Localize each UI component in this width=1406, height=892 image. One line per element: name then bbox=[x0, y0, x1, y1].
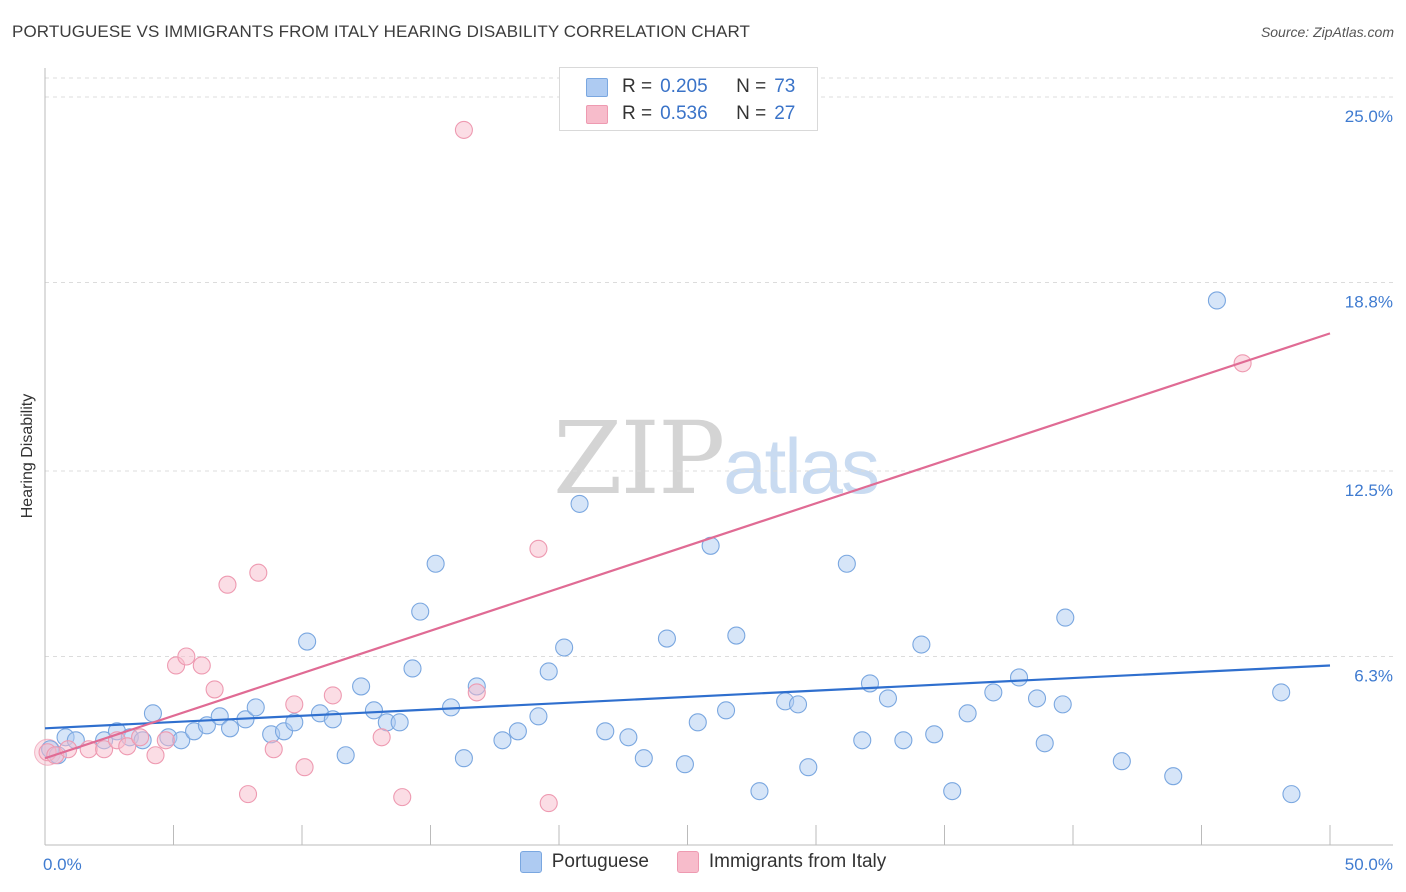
portuguese-point bbox=[799, 758, 818, 777]
portuguese-point bbox=[675, 755, 694, 774]
portuguese-point bbox=[411, 602, 430, 621]
italy-point bbox=[156, 731, 175, 750]
portuguese-point bbox=[657, 629, 676, 648]
portuguese-point bbox=[1112, 752, 1131, 771]
x-tick-label: 0.0% bbox=[43, 855, 82, 874]
portuguese-point bbox=[246, 698, 265, 717]
legend: R = 0.205 N = 73 R = 0.536 N = 27 bbox=[559, 67, 818, 131]
portuguese-point bbox=[539, 662, 558, 681]
portuguese-point bbox=[925, 725, 944, 744]
portuguese-point bbox=[860, 674, 880, 693]
portuguese-point bbox=[958, 704, 977, 723]
portuguese-point bbox=[912, 635, 931, 654]
portuguese-point bbox=[508, 722, 527, 741]
portuguese-point bbox=[143, 704, 162, 723]
portuguese-point bbox=[1053, 695, 1072, 714]
portuguese-point bbox=[390, 713, 409, 732]
portuguese-trendline bbox=[44, 664, 1331, 730]
italy-trendline bbox=[44, 332, 1331, 760]
legend-swatch-portuguese bbox=[519, 851, 542, 873]
italy-point bbox=[95, 740, 114, 759]
y-tick-label: 6.3% bbox=[1354, 667, 1393, 686]
portuguese-point bbox=[1035, 734, 1054, 753]
portuguese-point bbox=[298, 632, 317, 651]
portuguese-point bbox=[984, 683, 1003, 702]
legend-item-portuguese[interactable]: Portuguese bbox=[519, 851, 649, 873]
y-tick-label: 25.0% bbox=[1345, 107, 1393, 126]
italy-point bbox=[264, 740, 283, 759]
italy-point bbox=[295, 758, 314, 777]
italy-point bbox=[218, 575, 237, 594]
italy-point bbox=[146, 746, 165, 765]
italy-point bbox=[118, 737, 137, 756]
legend-item-italy[interactable]: Immigrants from Italy bbox=[676, 851, 886, 873]
portuguese-point bbox=[364, 701, 384, 720]
portuguese-point bbox=[1027, 689, 1047, 708]
legend-swatch-portuguese bbox=[586, 77, 608, 97]
portuguese-point bbox=[853, 731, 872, 750]
italy-point bbox=[59, 740, 78, 759]
italy-point bbox=[238, 785, 258, 804]
portuguese-point bbox=[454, 749, 473, 768]
portuguese-point bbox=[894, 731, 913, 750]
legend-r-value: 0.536 bbox=[660, 103, 708, 124]
portuguese-point bbox=[1056, 608, 1075, 627]
portuguese-point bbox=[1164, 767, 1183, 786]
italy-point bbox=[131, 728, 150, 747]
legend-r-value: 0.205 bbox=[660, 76, 708, 97]
portuguese-point bbox=[493, 731, 512, 750]
portuguese-point bbox=[1207, 291, 1226, 310]
portuguese-point bbox=[596, 722, 615, 741]
portuguese-point bbox=[688, 713, 707, 732]
legend-swatch-italy bbox=[586, 104, 608, 124]
portuguese-point bbox=[285, 713, 304, 732]
x-tick-label: 50.0% bbox=[1345, 855, 1393, 874]
portuguese-point bbox=[570, 494, 589, 513]
source-label: Source: ZipAtlas.com bbox=[1260, 24, 1394, 40]
portuguese-point bbox=[336, 746, 355, 765]
portuguese-point bbox=[619, 728, 638, 747]
legend-swatch-italy bbox=[676, 851, 699, 873]
italy-point bbox=[285, 695, 304, 714]
chart-title: PORTUGUESE VS IMMIGRANTS FROM ITALY HEAR… bbox=[12, 22, 751, 41]
portuguese-point bbox=[1282, 785, 1301, 804]
italy-point bbox=[192, 656, 211, 675]
portuguese-point bbox=[727, 626, 746, 645]
y-axis-label: Hearing Disability bbox=[19, 393, 36, 519]
italy-point bbox=[539, 794, 558, 813]
portuguese-point bbox=[220, 719, 240, 738]
portuguese-point bbox=[529, 707, 548, 726]
italy-point bbox=[467, 683, 486, 702]
italy-point bbox=[323, 686, 342, 705]
portuguese-point bbox=[403, 659, 422, 678]
portuguese-point bbox=[1272, 683, 1291, 702]
portuguese-point bbox=[837, 554, 856, 573]
portuguese-point bbox=[634, 749, 653, 768]
portuguese-point bbox=[878, 689, 898, 708]
legend-row-italy: R = 0.536 N = 27 bbox=[586, 102, 795, 126]
y-tick-label: 12.5% bbox=[1345, 481, 1393, 500]
italy-point bbox=[529, 539, 548, 558]
y-tick-label: 18.8% bbox=[1345, 293, 1393, 312]
italy-point bbox=[372, 728, 391, 747]
portuguese-point bbox=[426, 554, 445, 573]
italy-point bbox=[249, 563, 268, 582]
portuguese-point bbox=[750, 782, 769, 801]
portuguese-point bbox=[1009, 668, 1029, 687]
portuguese-point bbox=[943, 782, 962, 801]
legend-n-value: 73 bbox=[774, 76, 796, 97]
italy-point bbox=[177, 647, 196, 666]
legend-row-portuguese: R = 0.205 N = 73 bbox=[586, 75, 795, 99]
portuguese-point bbox=[352, 677, 371, 696]
portuguese-point bbox=[716, 701, 736, 720]
portuguese-point bbox=[555, 638, 574, 657]
legend-n-value: 27 bbox=[774, 103, 796, 124]
italy-point bbox=[393, 788, 412, 807]
italy-point bbox=[454, 120, 473, 139]
portuguese-point bbox=[788, 695, 808, 714]
italy-point bbox=[205, 680, 224, 699]
series-legend: Portuguese Immigrants from Italy bbox=[0, 851, 1406, 873]
